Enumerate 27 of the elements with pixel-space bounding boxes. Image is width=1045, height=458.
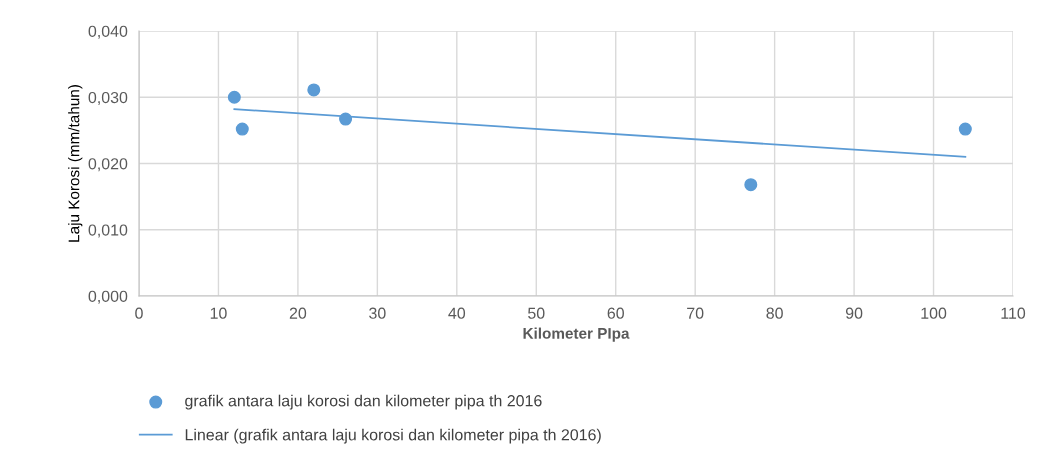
x-tick-label: 40 [448,307,466,319]
x-tick-label: 0 [135,307,143,319]
y-tick-label: 0,010 [88,224,128,238]
point [235,122,249,136]
x-tick-label: 10 [210,307,227,319]
y-axis-title: Laju Korosi (mm/tahun) [68,85,83,242]
x-tick-label: 110 [1001,307,1026,319]
point [958,122,972,136]
x-tick-label: 50 [528,307,545,319]
x-tick-label: 30 [369,307,386,319]
legend-label: grafik antara laju korosi dan kilometer pipa th 2016 [185,394,542,410]
x-axis-title: Kilometer PIpa [523,327,630,342]
x-tick-label: 100 [921,307,947,319]
y-tick-label: 0,020 [88,158,128,172]
x-tick-label: 60 [607,307,624,319]
x-tick-label: 70 [687,307,704,319]
point [227,90,241,104]
x-tick-label: 90 [845,307,863,319]
x-tick-label: 80 [766,307,783,319]
point [339,112,353,126]
y-tick-label: 0,040 [88,25,128,39]
x-tick-label: 20 [289,307,307,319]
y-tick-label: 0,030 [88,91,128,106]
point [744,178,758,192]
point [307,83,321,97]
y-tick-label: 0,000 [88,290,128,304]
legend-label: Linear (grafik antara laju korosi dan kilometer pipa th 2016) [185,428,601,444]
